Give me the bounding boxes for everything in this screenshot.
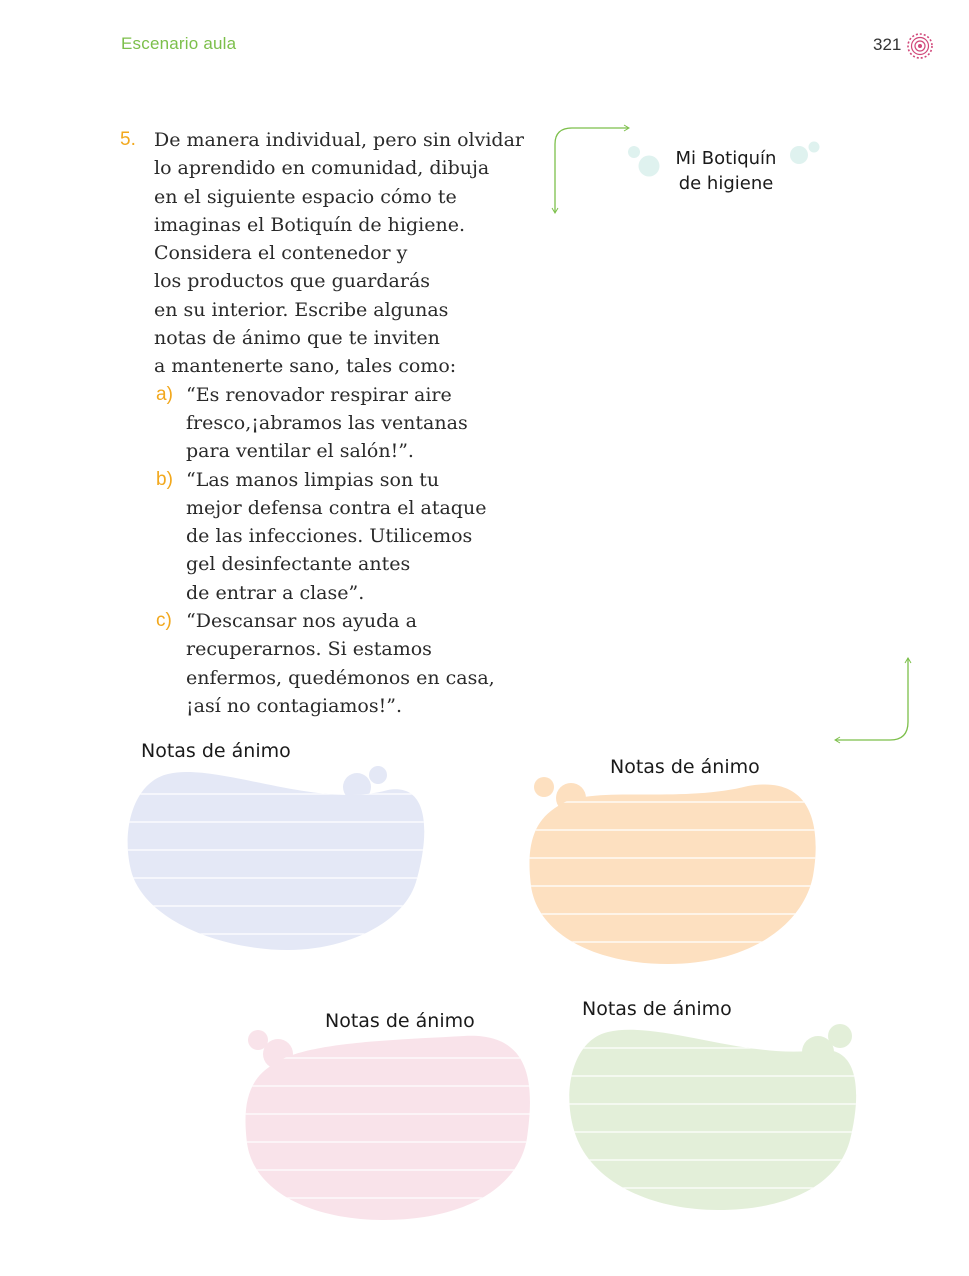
drawing-area-title: Mi Botiquín de higiene — [660, 146, 792, 196]
instruction-line: notas de ánimo que te inviten — [154, 327, 440, 350]
title-line: de higiene — [678, 173, 774, 194]
instruction-line: en el siguiente espacio cómo te — [154, 185, 457, 208]
item-line: para ventilar el salón!”. — [186, 440, 414, 463]
item-letter: a) — [156, 383, 173, 405]
note-blob-green — [569, 1024, 857, 1210]
instruction-line: imaginas el Botiquín de higiene. — [154, 213, 466, 236]
activity-instructions: 5. De manera individual, pero sin olvida… — [120, 126, 550, 720]
item-line: ¡así no contagiamos!”. — [186, 694, 402, 717]
section-title: Escenario aula — [121, 34, 237, 53]
drawing-area-corner-top — [551, 124, 630, 214]
instruction-line: Considera el contenedor y — [154, 242, 408, 265]
instruction-line: lo aprendido en comunidad, dibuja — [154, 157, 490, 180]
example-item-c: c) “Descansar nos ayuda a recuperarnos. … — [154, 607, 550, 720]
item-line: fresco,¡abramos las ventanas — [186, 411, 468, 434]
bubble-decoration — [790, 141, 820, 164]
activity-number: 5. — [120, 129, 136, 150]
instruction-line: a mantenerte sano, tales como: — [154, 355, 457, 378]
item-line: mejor defensa contra el ataque — [186, 496, 487, 519]
item-line: de entrar a clase”. — [186, 581, 365, 604]
page-number: 321 — [873, 35, 902, 54]
note-label: Notas de ánimo — [610, 756, 760, 778]
note-blob-pink — [245, 1030, 530, 1220]
bubble-decoration — [628, 146, 660, 177]
item-line: “Descansar nos ayuda a — [186, 610, 417, 633]
note-label: Notas de ánimo — [582, 998, 732, 1020]
note-label: Notas de ánimo — [141, 740, 291, 762]
item-line: “Es renovador respirar aire — [186, 383, 452, 406]
example-item-b: b) “Las manos limpias son tu mejor defen… — [154, 466, 550, 607]
item-line: “Las manos limpias son tu — [186, 468, 440, 491]
title-line: Mi Botiquín — [675, 148, 777, 169]
item-line: recuperarnos. Si estamos — [186, 638, 432, 661]
instruction-line: De manera individual, pero sin olvidar — [154, 129, 525, 151]
item-letter: c) — [156, 610, 172, 632]
example-item-a: a) “Es renovador respirar aire fresco,¡a… — [154, 381, 550, 466]
item-letter: b) — [156, 468, 173, 490]
mandala-icon — [907, 33, 933, 59]
item-line: enfermos, quedémonos en casa, — [186, 666, 495, 689]
note-blob-blue — [127, 766, 425, 950]
instruction-line: los productos que guardarás — [154, 270, 431, 293]
drawing-area-corner-bottom — [834, 657, 912, 744]
instruction-line: en su interior. Escribe algunas — [154, 298, 449, 321]
item-line: gel desinfectante antes — [186, 553, 411, 576]
note-blob-orange — [529, 777, 816, 964]
item-line: de las infecciones. Utilicemos — [186, 525, 473, 548]
note-label: Notas de ánimo — [325, 1010, 475, 1032]
